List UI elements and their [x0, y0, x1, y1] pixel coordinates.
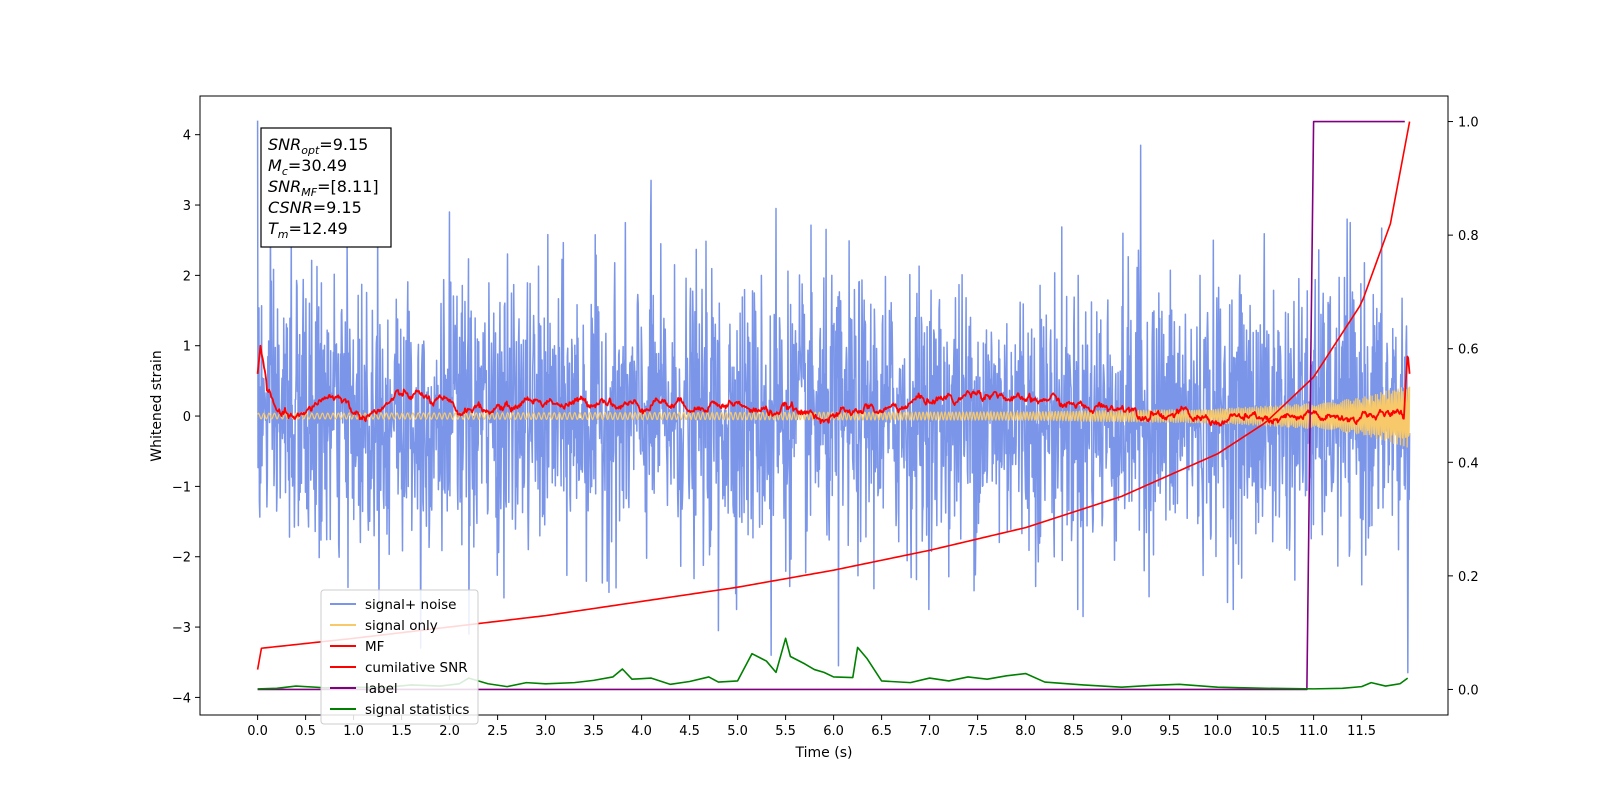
x-tick-label: 2.0: [439, 724, 460, 739]
legend-entry: signal only: [365, 618, 438, 634]
legend-entry: label: [365, 681, 398, 697]
x-tick-label: 11.5: [1347, 724, 1376, 739]
series-mf: [256, 344, 1411, 427]
y2-tick-label: 0.2: [1458, 570, 1479, 585]
x-tick-label: 9.5: [1159, 724, 1180, 739]
x-tick-label: 3.5: [583, 724, 604, 739]
x-tick-label: 10.5: [1251, 724, 1280, 739]
y-tick-label: −2: [172, 551, 191, 566]
y-tick-label: 3: [183, 199, 191, 214]
annotation-line: Tm=12.49: [268, 219, 348, 241]
annotation-line: CSNR=9.15: [268, 198, 362, 217]
x-tick-label: 1.0: [343, 724, 364, 739]
annotation-box: SNRopt=9.15Mc=30.49SNRMF=[8.11]CSNR=9.15…: [260, 127, 392, 248]
y-tick-label: 2: [183, 269, 191, 284]
x-tick-label: 4.5: [679, 724, 700, 739]
x-tick-label: 0.0: [247, 724, 268, 739]
x-axis-label: Time (s): [795, 745, 853, 761]
legend: signal+ noise signal only MF cumilative SNR…: [320, 589, 479, 725]
y2-tick-label: 0.0: [1458, 683, 1479, 698]
x-tick-label: 8.0: [1015, 724, 1036, 739]
y2-tick-label: 0.6: [1458, 343, 1479, 358]
x-tick-label: 9.0: [1111, 724, 1132, 739]
y2-tick-label: 0.4: [1458, 456, 1479, 471]
annotation-line: Mc=30.49: [268, 156, 347, 178]
y-tick-label: 1: [183, 340, 191, 355]
y-tick-label: −1: [172, 480, 191, 495]
annotation-line: SNRMF=[8.11]: [268, 177, 379, 199]
x-tick-label: 5.5: [775, 724, 796, 739]
x-tick-label: 1.5: [391, 724, 412, 739]
legend-entry: signal+ noise: [365, 597, 456, 613]
annotation-line: SNRopt=9.15: [268, 135, 368, 157]
x-tick-label: 5.0: [727, 724, 748, 739]
series-signal-noise: [256, 120, 1411, 674]
y-tick-label: −4: [172, 691, 191, 706]
x-tick-label: 10.0: [1203, 724, 1232, 739]
y-tick-label: 4: [183, 129, 191, 144]
x-tick-label: 4.0: [631, 724, 652, 739]
x-tick-label: 2.5: [487, 724, 508, 739]
y-tick-label: 0: [183, 410, 191, 425]
y-axis-label: Whitened strain: [149, 350, 165, 461]
x-tick-label: 3.0: [535, 724, 556, 739]
axes-frame: [199, 95, 1449, 716]
series-signal-statistics: [257, 637, 1409, 690]
x-tick-label: 0.5: [295, 724, 316, 739]
x-tick-label: 6.5: [871, 724, 892, 739]
y2-tick-label: 0.8: [1458, 229, 1479, 244]
axis-ticks: 0.0 0.5 1.0 1.5 2.0 2.5 3.0 3.5 4.0 4.5 5.0 5.5 6.0 6…: [172, 116, 1479, 739]
x-tick-label: 11.0: [1299, 724, 1328, 739]
x-tick-label: 8.5: [1063, 724, 1084, 739]
x-tick-label: 7.0: [919, 724, 940, 739]
legend-entry: cumilative SNR: [365, 660, 468, 676]
legend-entry: MF: [365, 639, 384, 655]
y2-tick-label: 1.0: [1458, 116, 1479, 131]
x-tick-label: 7.5: [967, 724, 988, 739]
series-label: [257, 120, 1405, 691]
y-tick-label: −3: [172, 621, 191, 636]
legend-entry: signal statistics: [365, 702, 469, 718]
series-signal-only: [257, 386, 1411, 448]
x-tick-label: 6.0: [823, 724, 844, 739]
